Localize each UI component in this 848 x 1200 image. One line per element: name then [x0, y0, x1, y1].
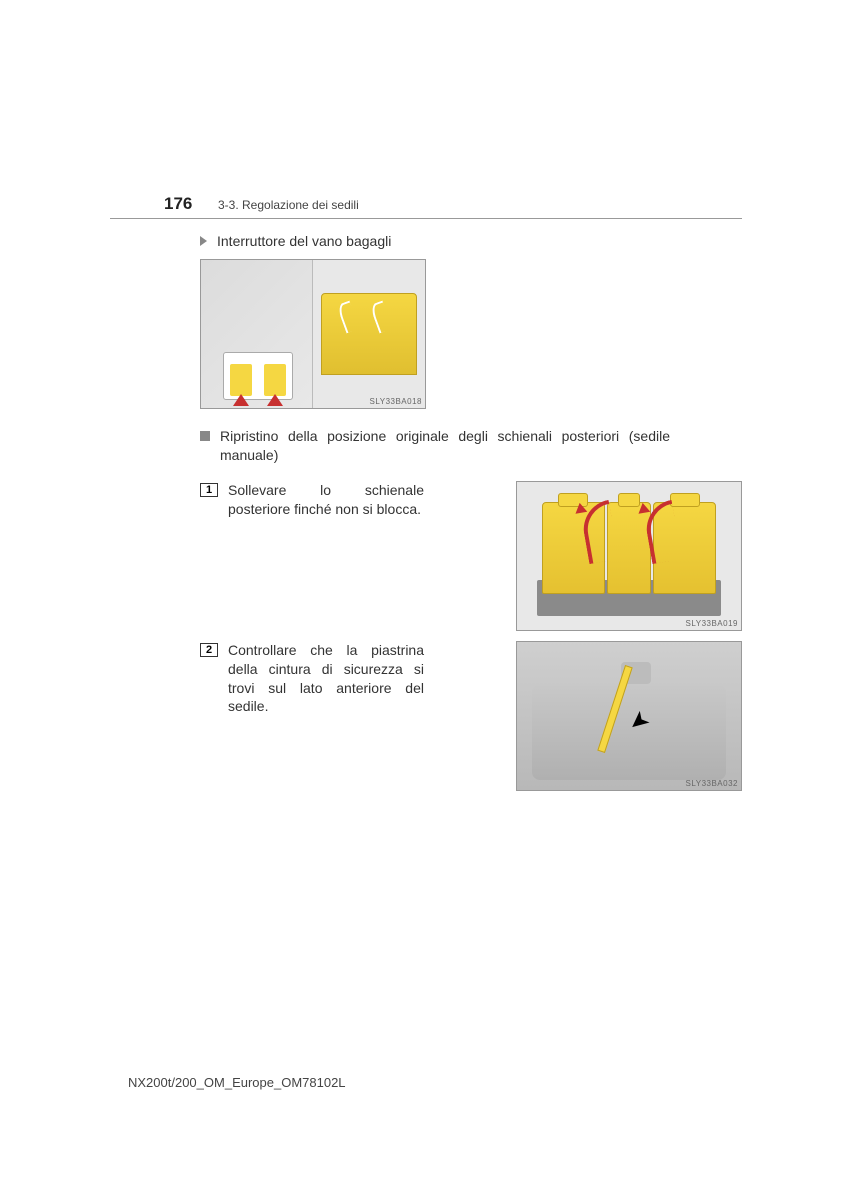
seat-upright-scene	[517, 482, 741, 630]
triangle-bullet-icon	[200, 236, 207, 246]
up-arrow-icon	[267, 394, 283, 406]
manual-page: 176 3-3. Regolazione dei sedili Interrut…	[110, 194, 742, 801]
bullet-text: Interruttore del vano bagagli	[217, 233, 391, 249]
luggage-switch-illustration: SLY33BA018	[200, 259, 426, 409]
step-number-box: 2	[200, 643, 218, 657]
up-arrow-icon	[233, 394, 249, 406]
seat-backs	[542, 502, 717, 594]
seat-raise-illustration: SLY33BA019	[516, 481, 742, 631]
luggage-left-panel	[201, 260, 313, 408]
page-number: 176	[110, 194, 192, 214]
step-text: Controllare che la piastrina della cintu…	[228, 641, 424, 717]
rear-seat	[532, 684, 726, 780]
step-1: 1 Sollevare lo schienale posteriore finc…	[200, 481, 742, 631]
step-2: 2 Controllare che la piastrina della cin…	[200, 641, 742, 791]
subsection-text: Ripristino della posizione originale deg…	[220, 427, 670, 465]
square-bullet-icon	[200, 431, 210, 441]
step-text: Sollevare lo schienale posteriore finché…	[228, 481, 424, 519]
footer-code: NX200t/200_OM_Europe_OM78102L	[128, 1075, 346, 1090]
step-number-box: 1	[200, 483, 218, 497]
headrest	[670, 493, 701, 507]
image-code: SLY33BA019	[686, 619, 738, 628]
interior-scene: ➤	[517, 642, 741, 790]
seats-fold-view	[313, 260, 425, 408]
switch-button	[230, 364, 252, 396]
switch-button	[264, 364, 286, 396]
folding-seats	[321, 293, 416, 374]
page-header: 176 3-3. Regolazione dei sedili	[110, 194, 742, 219]
image-code: SLY33BA018	[370, 397, 422, 406]
switch-closeup	[223, 352, 293, 400]
subsection-heading: Ripristino della posizione originale deg…	[200, 427, 742, 465]
bullet-item: Interruttore del vano bagagli	[200, 233, 742, 249]
seatbelt-illustration: ➤ SLY33BA032	[516, 641, 742, 791]
section-title: 3-3. Regolazione dei sedili	[192, 198, 359, 212]
image-code: SLY33BA032	[686, 779, 738, 788]
